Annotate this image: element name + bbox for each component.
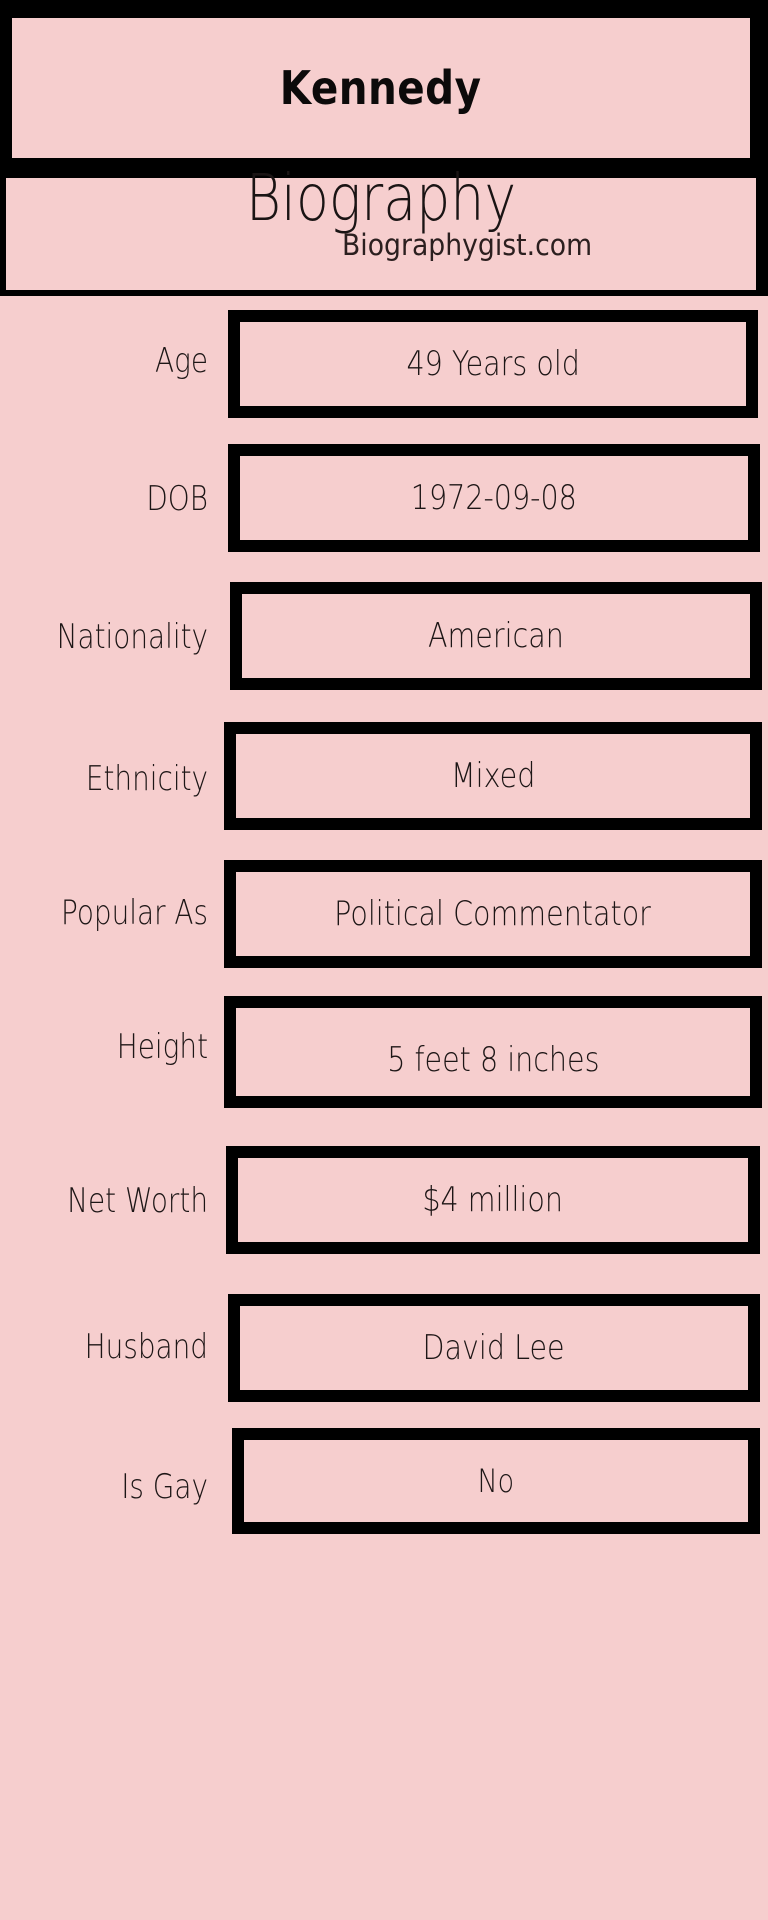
- biography-title-band: Biography Biographygist.com: [6, 165, 756, 290]
- row-value-box-ethnicity: Mixed: [224, 722, 762, 830]
- table-row: Popular As Political Commentator: [0, 850, 768, 1012]
- table-row: Height 5 feet 8 inches: [0, 990, 768, 1152]
- row-label-ethnicity: Ethnicity: [85, 759, 208, 799]
- row-value-box-dob: 1972-09-08: [228, 444, 760, 552]
- attribute-rows: Age 49 Years old DOB 1972-09-08 National…: [0, 296, 768, 1920]
- row-label-net-worth: Net Worth: [67, 1181, 208, 1221]
- row-value-box-height: 5 feet 8 inches: [224, 996, 762, 1108]
- row-label-age: Age: [155, 341, 208, 381]
- row-label-dob: DOB: [146, 479, 208, 519]
- row-value-is-gay: No: [477, 1462, 515, 1500]
- row-value-husband: David Lee: [422, 1328, 566, 1368]
- row-value-box-net-worth: $4 million: [226, 1146, 760, 1254]
- row-value-net-worth: $4 million: [422, 1180, 564, 1220]
- row-label-nationality: Nationality: [56, 617, 209, 657]
- row-value-dob: 1972-09-08: [411, 478, 577, 518]
- row-value-box-nationality: American: [230, 582, 762, 690]
- table-row: Net Worth $4 million: [0, 1136, 768, 1298]
- row-label-husband: Husband: [84, 1327, 208, 1367]
- table-row: DOB 1972-09-08: [0, 436, 768, 598]
- table-row: Husband David Lee: [0, 1282, 768, 1444]
- row-value-box-husband: David Lee: [228, 1294, 760, 1402]
- row-value-box-popular-as: Political Commentator: [224, 860, 762, 968]
- section-title: Biography: [245, 162, 517, 236]
- person-name: Kennedy: [280, 61, 482, 115]
- table-row: Is Gay No: [0, 1414, 768, 1576]
- row-value-popular-as: Political Commentator: [334, 894, 652, 934]
- row-value-height: 5 feet 8 inches: [386, 1040, 600, 1080]
- table-row: Ethnicity Mixed: [0, 714, 768, 876]
- table-row: Nationality American: [0, 572, 768, 734]
- row-label-height: Height: [116, 1027, 208, 1067]
- site-watermark: Biographygist.com: [342, 228, 593, 262]
- row-label-is-gay: Is Gay: [121, 1467, 208, 1507]
- row-label-popular-as: Popular As: [61, 893, 208, 933]
- table-row: Age 49 Years old: [0, 296, 768, 458]
- row-value-box-is-gay: No: [232, 1428, 760, 1534]
- row-value-ethnicity: Mixed: [450, 756, 536, 796]
- row-value-box-age: 49 Years old: [228, 310, 758, 418]
- row-value-age: 49 Years old: [406, 344, 580, 384]
- row-value-nationality: American: [428, 616, 564, 656]
- person-name-band: Kennedy: [12, 18, 750, 158]
